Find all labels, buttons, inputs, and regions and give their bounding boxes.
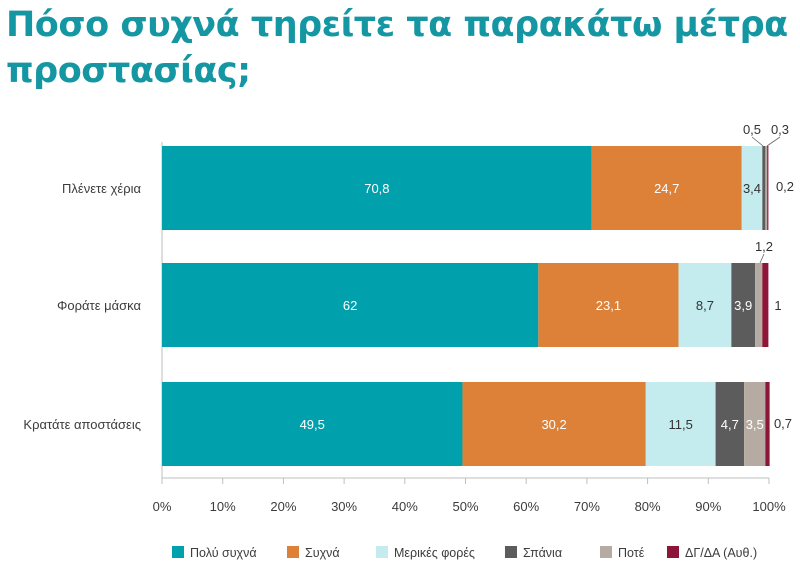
legend-swatch [172, 546, 184, 558]
label-leader-line [759, 253, 765, 264]
bar-segment [741, 146, 763, 230]
x-tick-label: 70% [574, 499, 600, 514]
category-label: Πλένετε χέρια [62, 181, 141, 196]
bar-segment [678, 263, 732, 347]
bar-segment [755, 263, 763, 347]
legend-swatch [667, 546, 679, 558]
data-label: 1,2 [755, 239, 773, 254]
x-tick-label: 20% [270, 499, 296, 514]
page-title: Πόσο συχνά τηρείτε τα παρακάτω μέτρα προ… [6, 2, 796, 94]
bar-segment [715, 382, 745, 466]
x-tick-label: 40% [392, 499, 418, 514]
x-tick-label: 80% [635, 499, 661, 514]
bar-segment [645, 382, 716, 466]
legend-label: Σπάνια [523, 546, 562, 560]
bar-segment [462, 382, 646, 466]
x-tick-label: 100% [752, 499, 786, 514]
title-line-2: προστασίας; [6, 51, 251, 91]
label-leader-line [751, 136, 764, 147]
bar-segment [767, 146, 769, 230]
bar-segment [744, 382, 766, 466]
legend-label: Πολύ συχνά [190, 546, 257, 560]
category-label: Κρατάτε αποστάσεις [23, 417, 141, 432]
label-leader-line [766, 136, 781, 147]
bar-segment [162, 263, 539, 347]
data-label: 49,5 [300, 417, 325, 432]
legend-label: Μερικές φορές [394, 546, 475, 560]
legend-swatch [287, 546, 299, 558]
bar-segment [765, 382, 770, 466]
bar-segment [765, 146, 768, 230]
data-label: 8,7 [696, 298, 714, 313]
category-label: Φοράτε μάσκα [57, 298, 141, 313]
bar-segment [162, 146, 592, 230]
bar-segment [591, 146, 742, 230]
x-tick-label: 90% [695, 499, 721, 514]
data-label: 70,8 [364, 181, 389, 196]
data-label: 23,1 [596, 298, 621, 313]
data-label: 0,2 [776, 179, 794, 194]
data-label: 0,7 [774, 416, 792, 431]
legend-swatch [600, 546, 612, 558]
legend-label: ΔΓ/ΔΑ (Αυθ.) [685, 546, 757, 560]
legend-label: Συχνά [305, 546, 340, 560]
data-label: 24,7 [654, 181, 679, 196]
data-label: 0,3 [771, 122, 789, 137]
data-label: 3,4 [743, 181, 761, 196]
legend-swatch [376, 546, 388, 558]
data-label: 0,5 [743, 122, 761, 137]
x-tick-label: 10% [210, 499, 236, 514]
data-label: 1 [774, 298, 781, 313]
x-tick-label: 60% [513, 499, 539, 514]
bar-segment [762, 146, 766, 230]
data-label: 30,2 [541, 417, 566, 432]
data-label: 62 [343, 298, 357, 313]
bar-segment [731, 263, 756, 347]
data-label: 4,7 [721, 417, 739, 432]
data-label: 3,5 [746, 417, 764, 432]
data-label: 3,9 [734, 298, 752, 313]
bar-segment [762, 263, 769, 347]
x-tick-label: 30% [331, 499, 357, 514]
bar-segment [162, 382, 463, 466]
bar-segment [538, 263, 679, 347]
legend-swatch [505, 546, 517, 558]
x-tick-label: 0% [153, 499, 172, 514]
data-label: 11,5 [669, 417, 693, 432]
legend-label: Ποτέ [618, 546, 645, 560]
x-tick-label: 50% [452, 499, 478, 514]
title-line-1: Πόσο συχνά τηρείτε τα παρακάτω μέτρα [6, 5, 788, 45]
